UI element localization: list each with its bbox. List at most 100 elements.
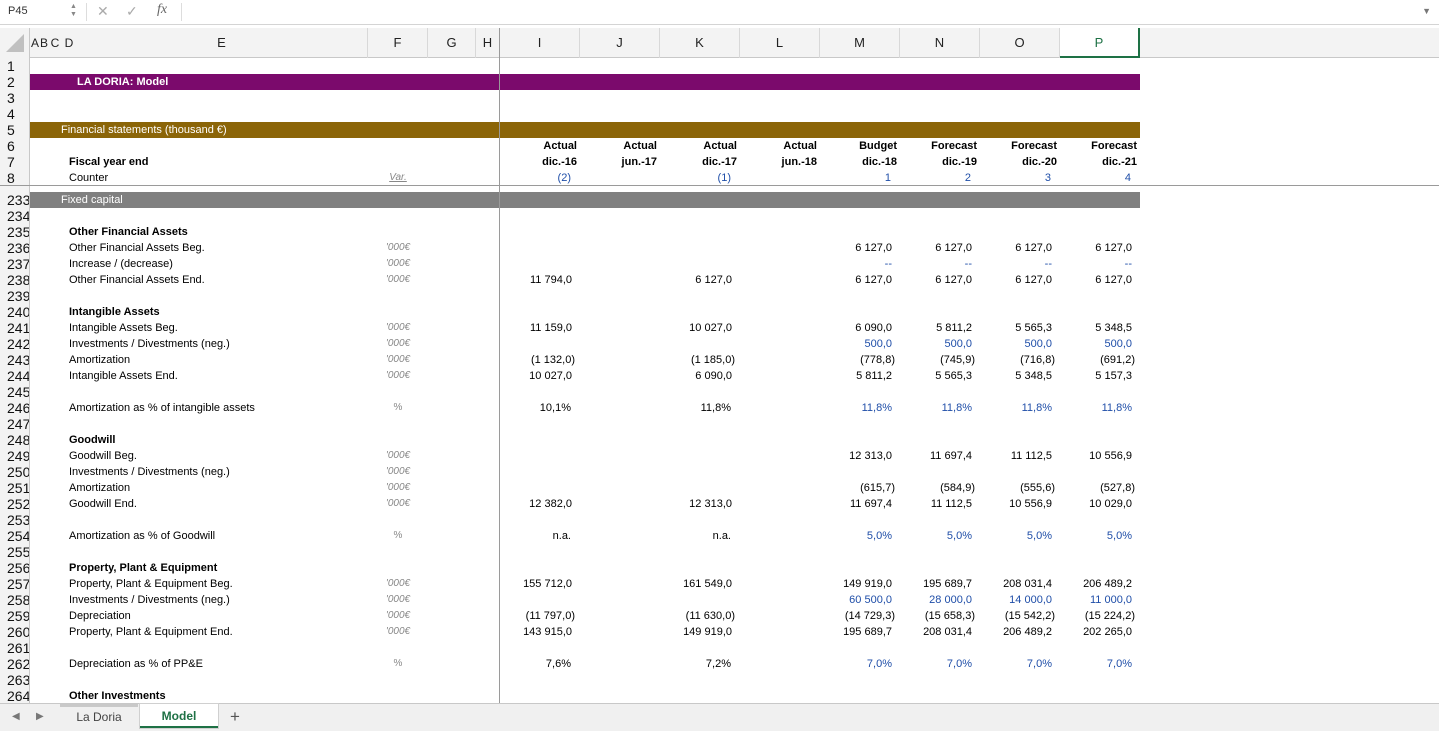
value-cell[interactable]: 6 127,0 — [695, 274, 732, 286]
row-label[interactable]: Amortization — [69, 354, 131, 366]
function-icon[interactable]: fx — [157, 2, 168, 17]
row-number[interactable]: 261 — [7, 640, 30, 656]
value-cell[interactable] — [660, 256, 740, 272]
value-cell[interactable]: 11,8% — [941, 402, 972, 414]
column-header-c[interactable]: C — [50, 36, 60, 50]
value-cell[interactable]: 7,0% — [1106, 658, 1132, 670]
row-label[interactable]: Goodwill Beg. — [69, 450, 137, 462]
value-cell[interactable]: 11,8% — [861, 402, 892, 414]
row-number[interactable]: 250 — [7, 464, 30, 480]
value-cell[interactable]: 10 029,0 — [1089, 498, 1132, 510]
row-number[interactable]: 242 — [7, 336, 30, 352]
row-number[interactable]: 236 — [7, 240, 30, 256]
row-number[interactable]: 235 — [7, 224, 30, 240]
value-cell[interactable]: 10 027,0 — [529, 370, 572, 382]
value-cell[interactable] — [980, 464, 1060, 480]
row-number[interactable]: 7 — [7, 154, 15, 170]
value-cell[interactable] — [500, 256, 580, 272]
header-type[interactable]: Budget — [859, 140, 897, 152]
value-cell[interactable]: 6 127,0 — [1095, 274, 1132, 286]
value-cell[interactable]: 5 565,3 — [1015, 322, 1052, 334]
value-cell[interactable]: (778,8) — [860, 354, 895, 366]
unit-cell[interactable]: '000€ — [385, 466, 411, 477]
unit-cell[interactable]: '000€ — [385, 498, 411, 509]
row-label[interactable]: Amortization as % of intangible assets — [69, 402, 255, 414]
value-cell[interactable]: 5 348,5 — [1095, 322, 1132, 334]
row-number[interactable]: 243 — [7, 352, 30, 368]
header-period[interactable]: dic.-21 — [1102, 156, 1137, 168]
value-cell[interactable] — [660, 336, 740, 352]
tab-la-doria[interactable]: La Doria — [60, 704, 138, 728]
header-counter[interactable]: 3 — [1044, 172, 1051, 184]
value-cell[interactable] — [660, 592, 740, 608]
value-cell[interactable]: 206 489,2 — [1083, 578, 1132, 590]
row-number[interactable]: 252 — [7, 496, 30, 512]
value-cell[interactable]: 208 031,4 — [923, 626, 972, 638]
value-cell[interactable] — [660, 464, 740, 480]
value-cell[interactable] — [500, 480, 580, 496]
value-cell[interactable] — [580, 240, 660, 256]
value-cell[interactable]: n.a. — [712, 530, 731, 542]
column-header-p[interactable]: P — [1060, 28, 1140, 58]
row-number[interactable]: 255 — [7, 544, 30, 560]
value-cell[interactable] — [740, 400, 820, 416]
value-cell[interactable] — [580, 400, 660, 416]
value-cell[interactable] — [740, 240, 820, 256]
row-number[interactable]: 253 — [7, 512, 30, 528]
value-cell[interactable]: 161 549,0 — [683, 578, 732, 590]
row-number[interactable]: 259 — [7, 608, 30, 624]
value-cell[interactable]: 5 811,2 — [936, 322, 972, 334]
value-cell[interactable] — [740, 528, 820, 544]
row-number[interactable]: 251 — [7, 480, 30, 496]
header-type[interactable]: Forecast — [1091, 140, 1137, 152]
header-counter[interactable]: 1 — [884, 172, 891, 184]
row-number[interactable]: 233 — [7, 192, 30, 208]
value-cell[interactable] — [740, 480, 820, 496]
unit-cell[interactable]: '000€ — [385, 354, 411, 365]
row-number[interactable]: 247 — [7, 416, 30, 432]
section-title[interactable]: Financial statements (thousand €) — [61, 124, 227, 136]
row-number[interactable]: 240 — [7, 304, 30, 320]
value-cell[interactable]: 5,0% — [946, 530, 972, 542]
counter-label[interactable]: Counter — [69, 172, 109, 184]
value-cell[interactable]: 14 000,0 — [1009, 594, 1052, 606]
value-cell[interactable]: 195 689,7 — [923, 578, 972, 590]
value-cell[interactable] — [740, 320, 820, 336]
column-header-j[interactable]: J — [580, 28, 660, 58]
value-cell[interactable] — [580, 256, 660, 272]
row-number[interactable]: 256 — [7, 560, 30, 576]
value-cell[interactable] — [580, 480, 660, 496]
column-header-f[interactable]: F — [368, 28, 428, 58]
value-cell[interactable] — [740, 608, 820, 624]
row-number[interactable]: 3 — [7, 90, 15, 106]
row-number[interactable]: 238 — [7, 272, 30, 288]
row-label[interactable]: Other Financial Assets End. — [69, 274, 205, 286]
value-cell[interactable] — [580, 624, 660, 640]
value-cell[interactable]: 6 090,0 — [855, 322, 892, 334]
value-cell[interactable] — [820, 464, 900, 480]
value-cell[interactable]: n.a. — [552, 530, 571, 542]
value-cell[interactable]: (555,6) — [1020, 482, 1055, 494]
var-header[interactable]: Var. — [389, 172, 407, 183]
row-number[interactable]: 254 — [7, 528, 30, 544]
value-cell[interactable] — [580, 352, 660, 368]
row-label[interactable]: Property, Plant & Equipment Beg. — [69, 578, 233, 590]
row-number[interactable]: 234 — [7, 208, 30, 224]
value-cell[interactable]: 60 500,0 — [849, 594, 892, 606]
unit-cell[interactable]: '000€ — [385, 370, 411, 381]
header-type[interactable]: Actual — [543, 140, 577, 152]
column-header-m[interactable]: M — [820, 28, 900, 58]
value-cell[interactable] — [740, 656, 820, 672]
value-cell[interactable]: 11,8% — [700, 402, 731, 414]
value-cell[interactable] — [500, 592, 580, 608]
header-counter[interactable] — [580, 170, 660, 186]
prev-sheet-icon[interactable]: ◀ — [12, 711, 20, 722]
unit-cell[interactable]: '000€ — [385, 242, 411, 253]
value-cell[interactable] — [500, 448, 580, 464]
value-cell[interactable]: -- — [1044, 258, 1052, 270]
header-type[interactable]: Actual — [783, 140, 817, 152]
header-period[interactable]: dic.-16 — [542, 156, 577, 168]
group-heading[interactable]: Other Investments — [69, 690, 166, 702]
value-cell[interactable] — [740, 448, 820, 464]
header-period[interactable]: jun.-17 — [621, 156, 657, 168]
